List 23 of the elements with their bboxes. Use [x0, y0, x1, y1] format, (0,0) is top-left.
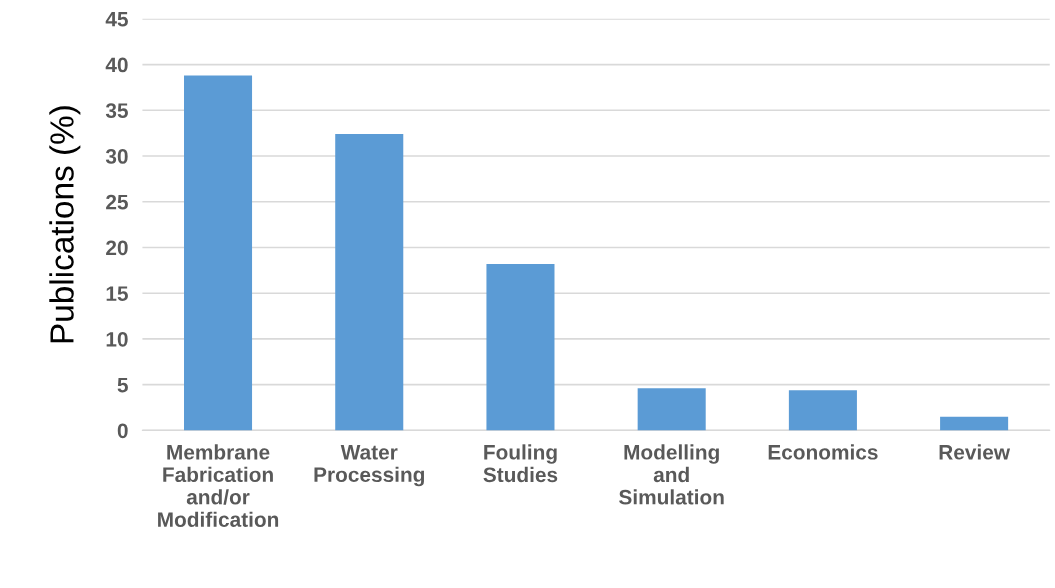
- x-tick-label: Review: [939, 444, 1011, 460]
- bar: [335, 134, 404, 431]
- x-tick-label: Modelling and Simulation: [619, 444, 724, 505]
- y-tick-label: 20: [106, 240, 128, 256]
- y-tick-label: 15: [106, 286, 128, 301]
- bar: [788, 390, 857, 431]
- bar: [486, 263, 555, 431]
- y-axis-title: Publications (%): [49, 106, 81, 343]
- x-tick-label: Water Processing: [314, 445, 425, 487]
- y-tick-label: 5: [117, 377, 128, 393]
- y-tick-label: 25: [106, 194, 128, 210]
- bar: [184, 75, 253, 431]
- y-tick-label: 40: [105, 57, 128, 73]
- x-tick-label: Fouling Studies: [483, 444, 558, 483]
- y-tick-label: 30: [105, 149, 128, 164]
- bar: [940, 416, 1009, 431]
- x-tick-label: Membrane Fabrication and/or Modification: [158, 444, 279, 527]
- x-tick-label: Economics: [768, 444, 878, 460]
- y-tick-label: 45: [105, 12, 128, 27]
- y-tick-label: 10: [106, 331, 128, 347]
- bar: [637, 388, 706, 431]
- y-tick-label: 0: [117, 423, 128, 439]
- y-tick-label: 35: [105, 103, 128, 119]
